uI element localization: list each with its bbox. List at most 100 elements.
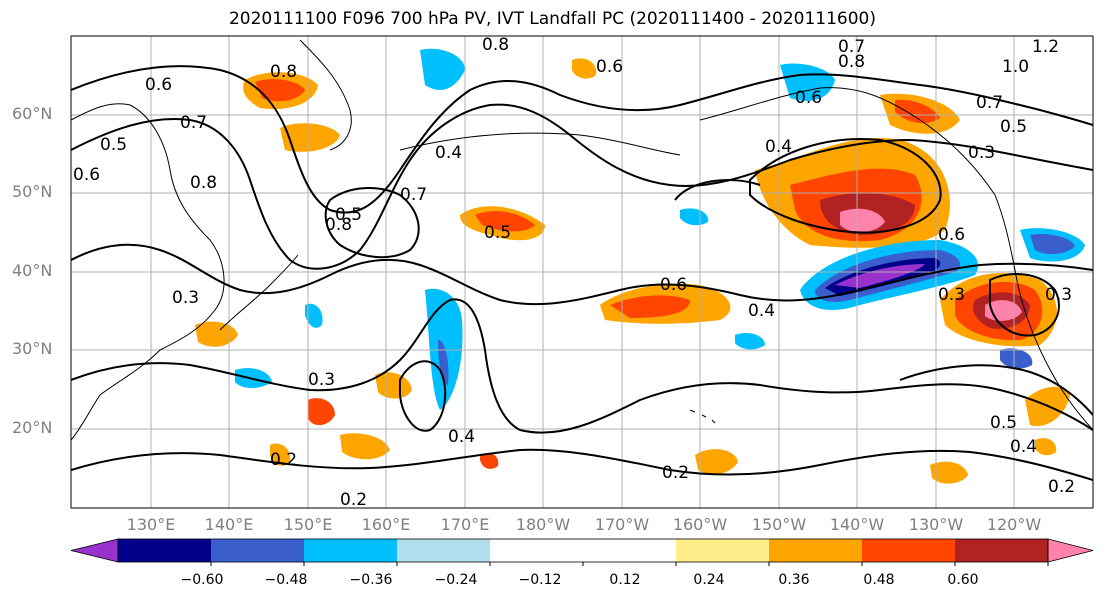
negative-anomaly-region (680, 208, 709, 226)
negative-anomaly-region (420, 48, 465, 90)
colorbar-tick-label: −0.12 (518, 572, 562, 588)
colorbar-segment (211, 539, 305, 562)
negative-anomaly-region (1030, 234, 1075, 255)
positive-anomaly-region (480, 453, 499, 469)
contour-label: 0.8 (482, 35, 509, 55)
lat-label-50n: 50°N (12, 182, 53, 201)
coastline-aleutians (399, 132, 681, 156)
lon-label: 120°W (986, 515, 1042, 534)
positive-anomaly-region (695, 449, 738, 475)
contour-line (399, 360, 447, 432)
contour-label: 0.5 (990, 413, 1017, 433)
colorbar (70, 538, 1094, 566)
lon-label: 160°W (672, 515, 728, 534)
positive-anomaly-region (572, 58, 597, 79)
positive-anomaly-region (308, 398, 335, 426)
lon-label: 180°W (515, 515, 571, 534)
positive-anomaly-region (895, 99, 940, 124)
contour-label: 0.8 (190, 173, 217, 193)
colorbar-segment (862, 539, 956, 562)
negative-anomaly-region (305, 303, 323, 328)
positive-anomaly-region (930, 461, 968, 484)
lon-label: 160°E (361, 515, 411, 534)
contour-label: 0.7 (838, 37, 865, 57)
contour-label: 1.0 (1002, 57, 1029, 77)
negative-anomaly-region (438, 340, 449, 385)
contour-line (749, 138, 942, 234)
positive-anomaly-region (1035, 438, 1057, 456)
contour-label: 0.3 (172, 288, 199, 308)
negative-anomaly-region (780, 63, 835, 101)
contour-label: 0.4 (448, 427, 475, 447)
contour-label: 0.2 (662, 463, 689, 483)
contour-label: 0.5 (335, 205, 362, 225)
contour-label: 0.3 (1045, 285, 1072, 305)
lon-label: 170°E (440, 515, 490, 534)
colorbar-tick-label: 0.36 (778, 572, 810, 588)
contour-line (71, 103, 1093, 270)
contour-line (989, 273, 1060, 337)
contour-label: 0.5 (1000, 117, 1027, 137)
contour-label: 0.3 (938, 285, 965, 305)
contour-label: 0.8 (325, 215, 352, 235)
coastline-hawaii (689, 409, 716, 424)
negative-anomaly-region (735, 333, 765, 350)
colorbar-segment (490, 539, 584, 562)
lon-label: 140°W (829, 515, 885, 534)
colorbar-segment (583, 539, 677, 562)
shaded-anomalies (195, 48, 1085, 484)
map-title: 2020111100 F096 700 hPa PV, IVT Landfall… (228, 9, 876, 29)
contour-label: 0.4 (765, 137, 792, 157)
coastline-kamchatka (299, 39, 352, 151)
colorbar-extend-high (1047, 538, 1094, 563)
lat-label-30n: 30°N (12, 339, 53, 358)
positive-anomaly-region (255, 79, 305, 102)
contour-label: 1.2 (1032, 37, 1059, 57)
contour-label: 0.5 (100, 135, 127, 155)
colorbar-tick-label: −0.60 (180, 572, 224, 588)
colorbar-tick-label: −0.48 (264, 572, 308, 588)
lat-label-20n: 20°N (12, 418, 53, 437)
contour-label: 0.3 (968, 143, 995, 163)
lon-label: 130°E (126, 515, 176, 534)
lon-label: 150°E (283, 515, 333, 534)
lon-label: 140°E (204, 515, 254, 534)
contour-label: 0.6 (795, 88, 822, 108)
contour-line (71, 448, 1093, 481)
coastline-north-america (994, 194, 1093, 431)
positive-anomaly-region (280, 123, 340, 152)
contour-line (71, 298, 1093, 434)
lon-label: 130°W (908, 515, 964, 534)
lat-label-40n: 40°N (12, 261, 53, 280)
contour-label: 0.4 (748, 301, 775, 321)
negative-anomaly-region (1000, 348, 1033, 369)
colorbar-tick-label: 0.24 (693, 572, 725, 588)
lon-label: 170°W (594, 515, 650, 534)
contour-label: 0.7 (400, 185, 427, 205)
pv-contours (71, 65, 1093, 481)
colorbar-tick-label: 0.60 (947, 572, 979, 588)
contour-line (324, 187, 420, 259)
contour-label: 0.8 (838, 52, 865, 72)
colorbar-tick-label: 0.48 (863, 572, 895, 588)
contour-line (71, 243, 1093, 306)
positive-anomaly-region (610, 295, 690, 318)
colorbar-tick-label: 0.12 (609, 572, 641, 588)
contour-label: 0.6 (73, 165, 100, 185)
positive-anomaly-region (375, 372, 412, 399)
positive-anomaly-region (475, 211, 535, 232)
lat-label-60n: 60°N (12, 104, 53, 123)
contour-line (674, 179, 761, 201)
contour-line (71, 65, 1093, 214)
map-frame (70, 35, 1094, 509)
colorbar-tick-label: −0.24 (434, 572, 478, 588)
colorbar-segment (397, 539, 491, 562)
gridlines (71, 36, 1093, 508)
lon-label: 150°W (751, 515, 807, 534)
colorbar-segment (676, 539, 770, 562)
contour-label: 0.2 (270, 450, 297, 470)
contour-label: 0.3 (308, 370, 335, 390)
colorbar-tick-label: −0.36 (349, 572, 393, 588)
contour-label: 0.7 (976, 93, 1003, 113)
